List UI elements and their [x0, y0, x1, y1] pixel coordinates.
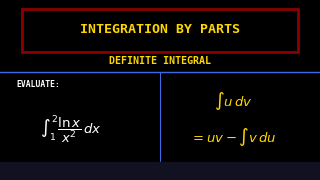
FancyBboxPatch shape — [22, 9, 298, 52]
Text: DEFINITE INTEGRAL: DEFINITE INTEGRAL — [109, 56, 211, 66]
Text: INTEGRATION BY PARTS: INTEGRATION BY PARTS — [80, 23, 240, 36]
Text: $\int u\, dv$: $\int u\, dv$ — [214, 90, 253, 112]
Text: EVALUATE:: EVALUATE: — [16, 80, 60, 89]
Text: $\int_{1}^{2} \dfrac{\ln x}{x^{2}}\, dx$: $\int_{1}^{2} \dfrac{\ln x}{x^{2}}\, dx$ — [40, 113, 101, 146]
Text: $= uv - \int v\, du$: $= uv - \int v\, du$ — [190, 126, 277, 148]
Bar — [0, 162, 320, 180]
